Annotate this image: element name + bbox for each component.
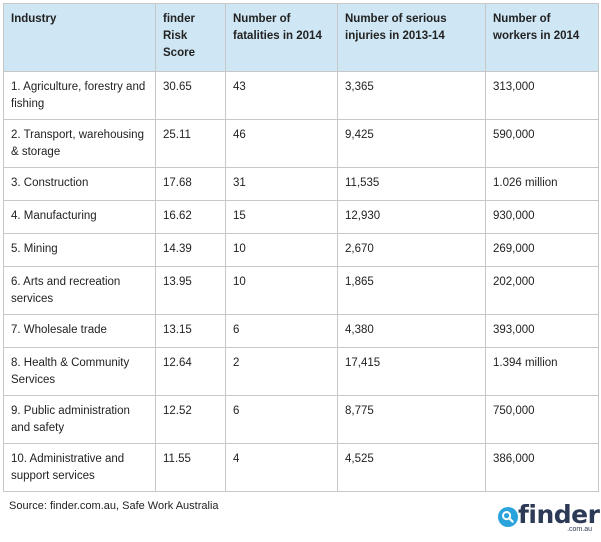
header-risk-score: finder Risk Score — [155, 3, 226, 72]
cell-workers: 750,000 — [485, 395, 599, 444]
cell-workers: 202,000 — [485, 266, 599, 315]
cell-serious-injuries: 12,930 — [337, 200, 486, 234]
cell-risk-score: 12.64 — [155, 347, 226, 396]
cell-industry: 10. Administrative and support services — [3, 443, 156, 492]
cell-workers: 1.026 million — [485, 167, 599, 201]
cell-serious-injuries: 2,670 — [337, 233, 486, 267]
cell-industry: 8. Health & Community Services — [3, 347, 156, 396]
cell-fatalities: 2 — [225, 347, 338, 396]
cell-serious-injuries: 3,365 — [337, 71, 486, 120]
cell-workers: 269,000 — [485, 233, 599, 267]
table-row: 2. Transport, warehousing & storage 25.1… — [3, 119, 599, 168]
cell-risk-score: 13.95 — [155, 266, 226, 315]
header-industry: Industry — [3, 3, 156, 72]
source-note: Source: finder.com.au, Safe Work Austral… — [9, 500, 219, 512]
cell-risk-score: 12.52 — [155, 395, 226, 444]
search-magnifier-icon — [498, 507, 518, 527]
table-row: 7. Wholesale trade 13.15 6 4,380 393,000 — [3, 314, 599, 348]
header-workers: Number of workers in 2014 — [485, 3, 599, 72]
table-row: 5. Mining 14.39 10 2,670 269,000 — [3, 233, 599, 267]
cell-serious-injuries: 4,525 — [337, 443, 486, 492]
cell-serious-injuries: 17,415 — [337, 347, 486, 396]
cell-risk-score: 17.68 — [155, 167, 226, 201]
table-row: 4. Manufacturing 16.62 15 12,930 930,000 — [3, 200, 599, 234]
cell-industry: 1. Agriculture, forestry and fishing — [3, 71, 156, 120]
table-row: 8. Health & Community Services 12.64 2 1… — [3, 347, 599, 396]
cell-workers: 386,000 — [485, 443, 599, 492]
table-row: 1. Agriculture, forestry and fishing 30.… — [3, 71, 599, 120]
cell-workers: 393,000 — [485, 314, 599, 348]
cell-serious-injuries: 9,425 — [337, 119, 486, 168]
finder-logo: finder .com.au — [498, 500, 600, 536]
cell-serious-injuries: 8,775 — [337, 395, 486, 444]
cell-fatalities: 6 — [225, 395, 338, 444]
logo-domain: .com.au — [567, 526, 592, 533]
cell-industry: 3. Construction — [3, 167, 156, 201]
table-row: 9. Public administration and safety 12.5… — [3, 395, 599, 444]
cell-fatalities: 6 — [225, 314, 338, 348]
cell-industry: 2. Transport, warehousing & storage — [3, 119, 156, 168]
cell-serious-injuries: 4,380 — [337, 314, 486, 348]
cell-serious-injuries: 1,865 — [337, 266, 486, 315]
cell-fatalities: 10 — [225, 266, 338, 315]
risk-table: Industry finder Risk Score Number of fat… — [3, 3, 599, 492]
cell-industry: 5. Mining — [3, 233, 156, 267]
cell-fatalities: 10 — [225, 233, 338, 267]
cell-workers: 930,000 — [485, 200, 599, 234]
cell-industry: 9. Public administration and safety — [3, 395, 156, 444]
cell-industry: 7. Wholesale trade — [3, 314, 156, 348]
header-serious-injuries: Number of serious injuries in 2013-14 — [337, 3, 486, 72]
table-header-row: Industry finder Risk Score Number of fat… — [3, 3, 599, 72]
cell-fatalities: 46 — [225, 119, 338, 168]
cell-risk-score: 16.62 — [155, 200, 226, 234]
cell-workers: 313,000 — [485, 71, 599, 120]
cell-industry: 6. Arts and recreation services — [3, 266, 156, 315]
cell-industry: 4. Manufacturing — [3, 200, 156, 234]
cell-workers: 590,000 — [485, 119, 599, 168]
cell-fatalities: 15 — [225, 200, 338, 234]
cell-fatalities: 43 — [225, 71, 338, 120]
logo-wordmark: finder — [518, 500, 600, 529]
cell-risk-score: 14.39 — [155, 233, 226, 267]
table-row: 3. Construction 17.68 31 11,535 1.026 mi… — [3, 167, 599, 201]
cell-risk-score: 25.11 — [155, 119, 226, 168]
cell-risk-score: 13.15 — [155, 314, 226, 348]
cell-risk-score: 30.65 — [155, 71, 226, 120]
header-fatalities: Number of fatalities in 2014 — [225, 3, 338, 72]
cell-fatalities: 31 — [225, 167, 338, 201]
cell-workers: 1.394 million — [485, 347, 599, 396]
table-row: 10. Administrative and support services … — [3, 443, 599, 492]
cell-fatalities: 4 — [225, 443, 338, 492]
cell-risk-score: 11.55 — [155, 443, 226, 492]
table-row: 6. Arts and recreation services 13.95 10… — [3, 266, 599, 315]
cell-serious-injuries: 11,535 — [337, 167, 486, 201]
